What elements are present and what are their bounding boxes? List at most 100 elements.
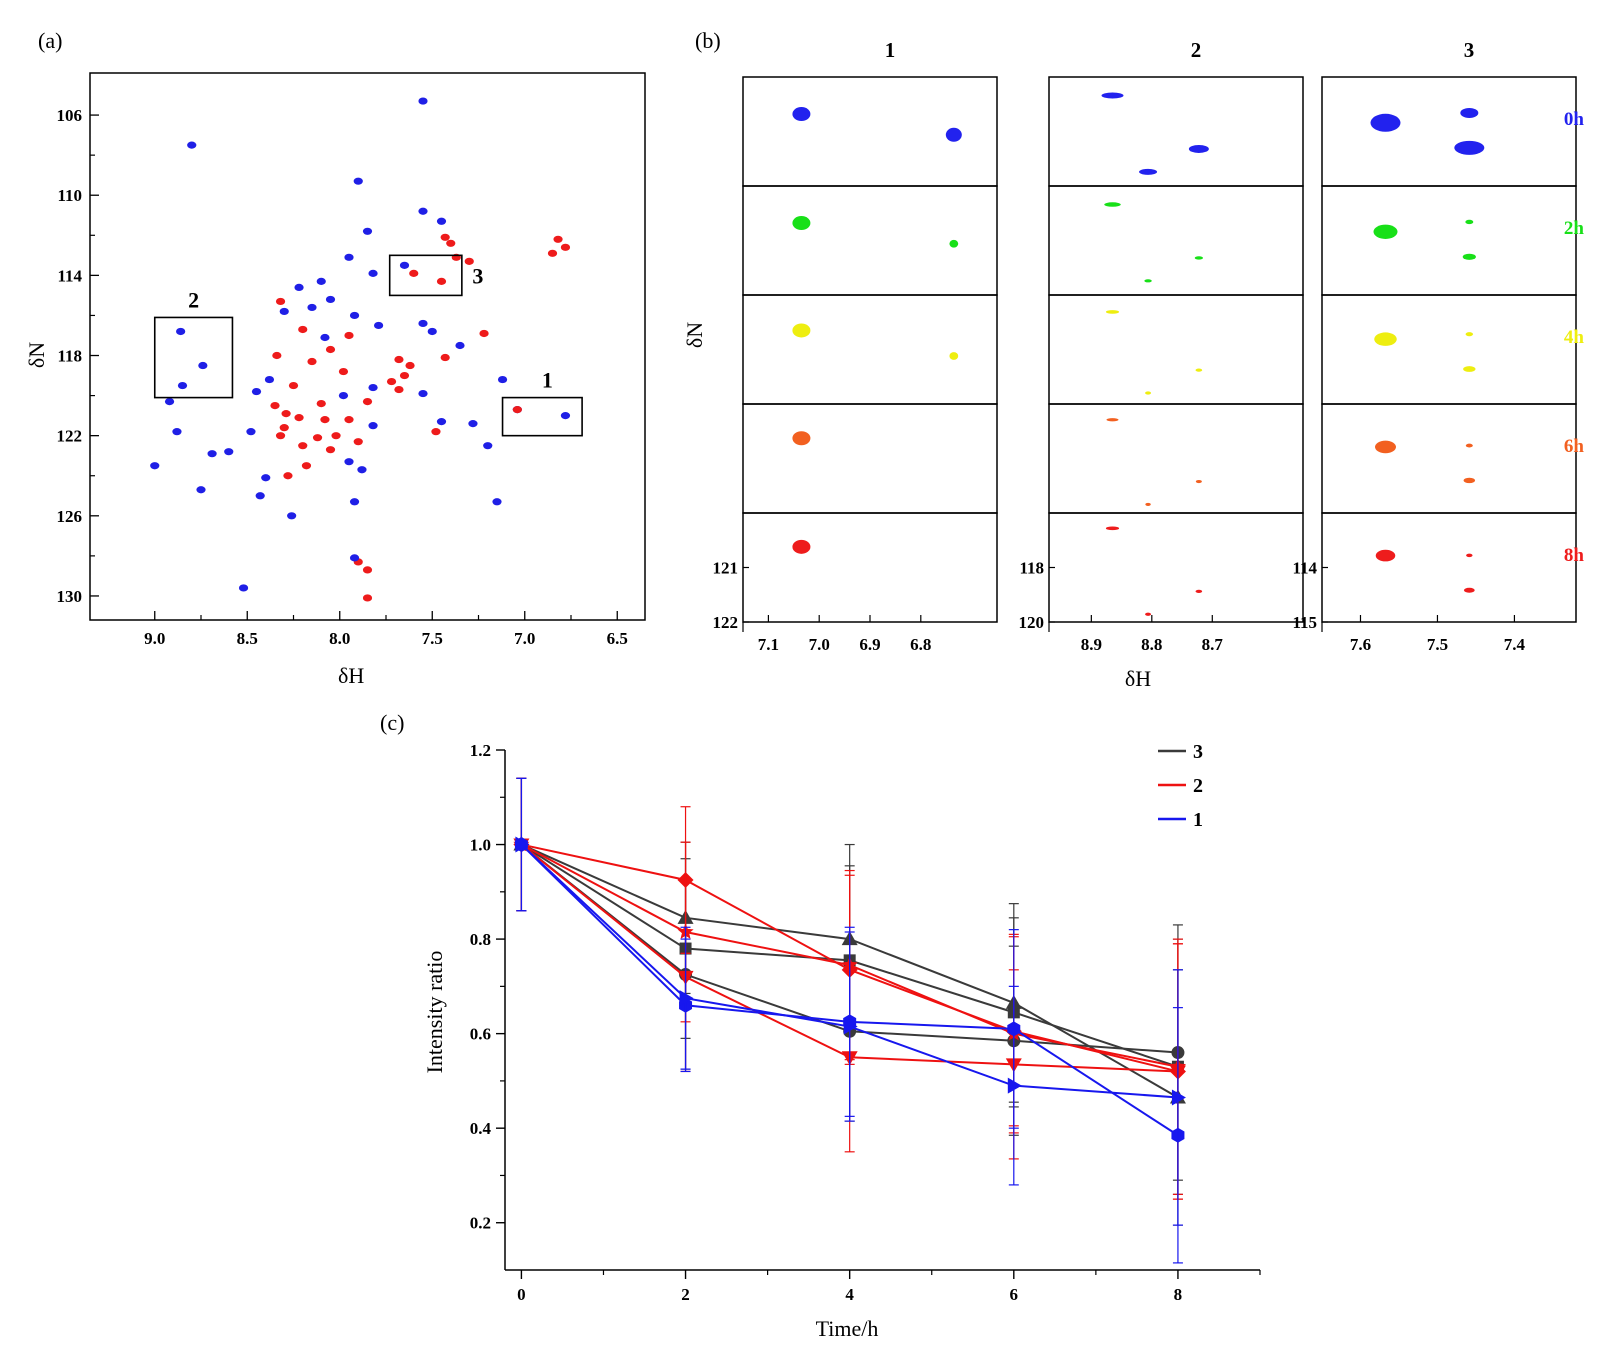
panel-a-peak-red xyxy=(479,329,489,338)
panel-b-peak xyxy=(1375,549,1396,562)
panel-b-peak xyxy=(1195,368,1203,372)
panel-b-column-label: 1 xyxy=(885,38,896,62)
panel-c-legend-label: 2 xyxy=(1193,775,1203,797)
panel-a-peak-red xyxy=(547,249,558,257)
panel-b-cell xyxy=(1048,403,1304,514)
panel-a-peak-red xyxy=(362,594,373,602)
panel-a-peak-red xyxy=(344,331,354,340)
panel-label-a: (a) xyxy=(38,28,62,53)
panel-b-x-tick-label: 7.4 xyxy=(1504,635,1526,654)
panel-b-cell xyxy=(742,294,998,405)
panel-a-peak-blue xyxy=(176,327,186,336)
panel-a-peak-blue xyxy=(368,422,378,430)
panel-b-x-tick-label: 6.9 xyxy=(859,635,880,654)
panel-c-point xyxy=(679,990,694,1007)
panel-b-cell xyxy=(742,512,998,623)
panel-a-peak-red xyxy=(560,243,571,251)
panel-a-region-label: 3 xyxy=(472,263,483,288)
panel-a-peak-blue xyxy=(238,584,249,592)
panel-a-peak-red xyxy=(440,353,450,362)
panel-c-y-tick-label: 1.0 xyxy=(470,836,491,855)
panel-a-x-tick-label: 8.0 xyxy=(329,629,350,648)
panel-a-peak-blue xyxy=(150,462,160,470)
panel-a-peak-blue xyxy=(264,375,275,384)
panel-b-cell xyxy=(1321,76,1577,187)
panel-c-x-tick-label: 6 xyxy=(1010,1285,1019,1304)
panel-b-x-tick-label: 7.1 xyxy=(758,635,779,654)
panel-a-y-tick-label: 106 xyxy=(57,106,83,125)
panel-a-peak-blue xyxy=(468,420,478,428)
panel-b-cell xyxy=(1321,185,1577,296)
panel-b-x-tick-label: 7.5 xyxy=(1427,635,1448,654)
panel-a-peak-blue xyxy=(307,303,317,312)
panel-a-peak-blue xyxy=(362,227,373,235)
panel-b-cell xyxy=(1048,294,1304,405)
panel-a-peak-blue xyxy=(325,295,336,304)
panel-a-peak-red xyxy=(325,345,336,354)
panel-a-peak-red xyxy=(386,377,397,386)
panel-a-peak-red xyxy=(288,381,299,390)
panel-a-peak-red xyxy=(298,442,308,450)
panel-b-peak xyxy=(1145,612,1152,616)
panel-a-y-tick-label: 114 xyxy=(57,266,82,285)
panel-b-strips: 1 7.1 7.0 6.9 6.8 121 122 2 8.9 8.8 8.7 118 120 3 7.6 7… xyxy=(713,38,1585,654)
panel-b-time-label: 6h xyxy=(1564,436,1585,457)
panel-a-peak-red xyxy=(275,297,286,306)
panel-b-x-tick-label: 8.7 xyxy=(1202,635,1224,654)
panel-b-peak xyxy=(1462,253,1476,260)
panel-b-peak xyxy=(1145,391,1152,395)
panel-b-y-label: δN xyxy=(682,322,707,348)
panel-c-x-tick-label: 8 xyxy=(1174,1285,1183,1304)
panel-b-peak xyxy=(1104,202,1121,207)
panel-a-peak-red xyxy=(275,432,286,440)
panel-b-peak xyxy=(949,239,959,248)
panel-a-peak-red xyxy=(553,235,563,243)
panel-b-peak xyxy=(792,107,811,122)
panel-a-peak-red xyxy=(440,233,450,241)
panel-a-peak-red xyxy=(409,269,419,277)
panel-b-cell xyxy=(1048,512,1304,623)
panel-a-peak-red xyxy=(353,438,363,446)
panel-a-y-tick-label: 118 xyxy=(57,347,82,366)
panel-b-peak xyxy=(949,352,959,360)
panel-a-peak-red xyxy=(512,406,522,414)
panel-a-x-tick-label: 7.5 xyxy=(422,629,443,648)
panel-b-x-tick-label: 8.8 xyxy=(1141,635,1162,654)
panel-c-y-tick-label: 0.2 xyxy=(470,1214,491,1233)
panel-a-peak-blue xyxy=(172,428,182,436)
panel-a-peak-blue xyxy=(368,269,378,277)
panel-a-x-tick-label: 6.5 xyxy=(607,629,628,648)
panel-a-peak-blue xyxy=(187,141,197,149)
panel-a-peak-blue xyxy=(418,207,428,215)
panel-a-peak-red xyxy=(338,367,349,376)
panel-a-region-label: 2 xyxy=(188,287,199,312)
panel-b-peak xyxy=(1195,479,1202,484)
panel-a-peak-blue xyxy=(294,283,304,291)
panel-a-peak-blue xyxy=(483,442,493,450)
panel-b-cell xyxy=(742,403,998,514)
panel-b-peak xyxy=(1465,332,1474,337)
panel-b-peak xyxy=(1101,92,1124,99)
panel-b-peak xyxy=(1454,140,1485,155)
panel-a-peak-blue xyxy=(560,412,571,420)
panel-a-peak-blue xyxy=(287,512,297,520)
panel-a-peak-blue xyxy=(455,341,465,350)
panel-b-peak xyxy=(1463,477,1476,484)
panel-a-peak-red xyxy=(431,428,441,436)
panel-a-peak-blue xyxy=(497,375,508,384)
panel-b-y-tick-label: 122 xyxy=(713,613,739,632)
panel-c-point xyxy=(1171,1089,1186,1106)
panel-c-legend-label: 1 xyxy=(1193,809,1203,831)
panel-b-peak xyxy=(1195,589,1203,593)
panel-b-peak xyxy=(1194,256,1203,260)
panel-b-peak xyxy=(792,431,811,446)
panel-b-peak xyxy=(1188,144,1209,153)
panel-b-peak xyxy=(1105,310,1120,314)
panel-b-y-tick-label: 118 xyxy=(1019,559,1044,578)
panel-a-y-label: δN xyxy=(24,342,49,368)
panel-a-peak-blue xyxy=(177,381,188,390)
panel-a-peak-blue xyxy=(344,253,354,261)
panel-a-peak-red xyxy=(344,416,354,424)
panel-b-cell xyxy=(1048,76,1304,187)
panel-c-y-tick-label: 1.2 xyxy=(470,741,491,760)
